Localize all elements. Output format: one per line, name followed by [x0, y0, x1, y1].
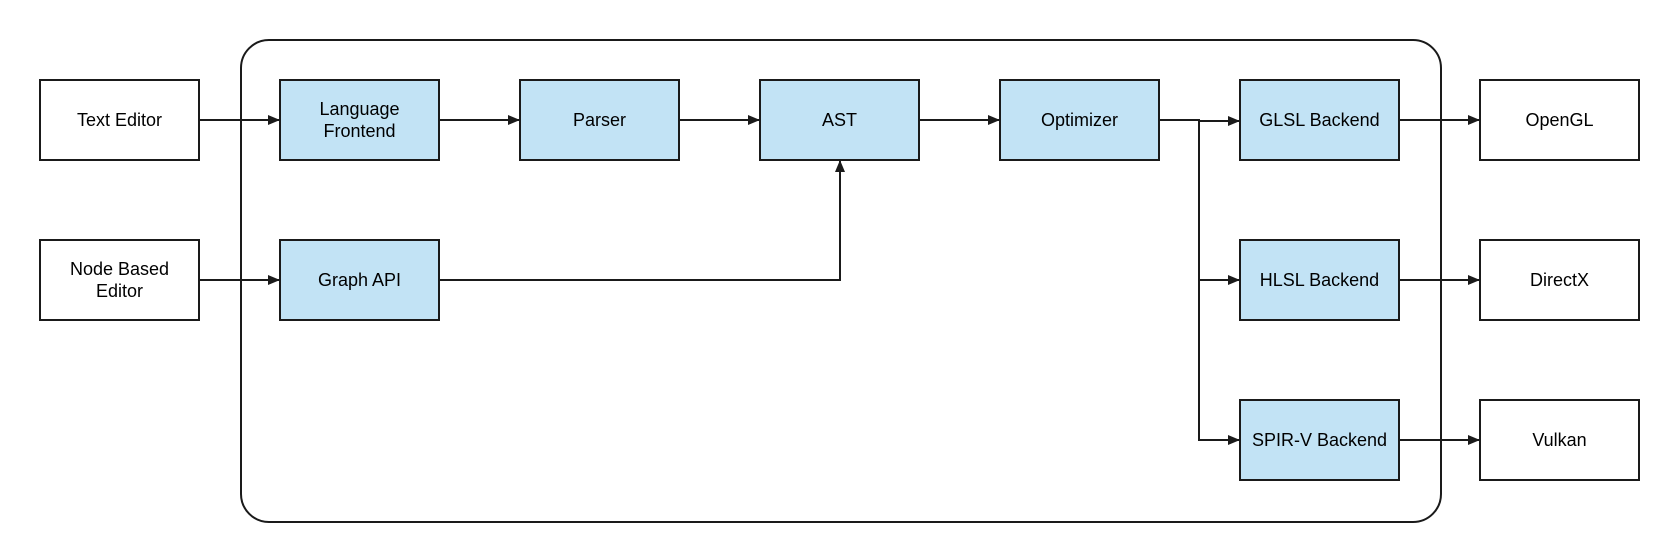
node-node-based-editor: Node Based Editor: [39, 239, 200, 321]
edge-optimizer-to-spirv: [1198, 120, 1240, 445]
node-parser: Parser: [519, 79, 680, 161]
node-parser-label: Parser: [572, 110, 626, 130]
node-optimizer-label: Optimizer: [1040, 110, 1118, 130]
node-node-based-editor-label: Node Based Editor: [69, 259, 170, 301]
node-opengl: OpenGL: [1479, 79, 1640, 161]
node-ast-label: AST: [821, 110, 857, 130]
edge-graph-api-to-ast: [440, 160, 845, 281]
node-directx-label: DirectX: [1529, 270, 1589, 290]
node-spirv-backend-label: SPIR-V Backend: [1251, 430, 1388, 450]
node-graph-api: Graph API: [279, 239, 440, 321]
edge-optimizer-to-hlsl: [1198, 120, 1240, 285]
node-vulkan-label: Vulkan: [1532, 430, 1587, 450]
node-spirv-backend: SPIR-V Backend: [1239, 399, 1400, 481]
node-language-frontend-label: Language Frontend: [319, 99, 400, 141]
node-language-frontend: Language Frontend: [279, 79, 440, 161]
node-glsl-backend-label: GLSL Backend: [1259, 110, 1380, 130]
node-hlsl-backend: HLSL Backend: [1239, 239, 1400, 321]
node-directx: DirectX: [1479, 239, 1640, 321]
node-glsl-backend: GLSL Backend: [1239, 79, 1400, 161]
node-text-editor: Text Editor: [39, 79, 200, 161]
node-graph-api-label: Graph API: [317, 270, 402, 290]
node-text-editor-label: Text Editor: [76, 110, 163, 130]
node-vulkan: Vulkan: [1479, 399, 1640, 481]
node-ast: AST: [759, 79, 920, 161]
node-opengl-label: OpenGL: [1525, 110, 1594, 130]
node-hlsl-backend-label: HLSL Backend: [1259, 270, 1380, 290]
node-optimizer: Optimizer: [999, 79, 1160, 161]
